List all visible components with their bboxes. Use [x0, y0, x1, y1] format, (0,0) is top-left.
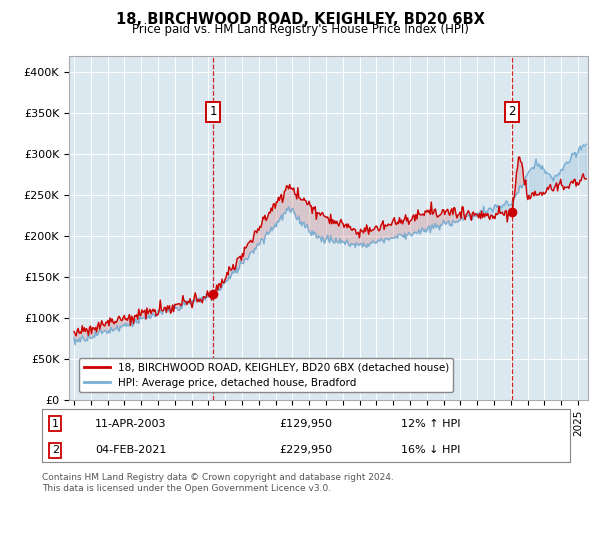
Text: 12% ↑ HPI: 12% ↑ HPI	[401, 419, 461, 429]
Text: 11-APR-2003: 11-APR-2003	[95, 419, 166, 429]
Text: 1: 1	[209, 105, 217, 118]
Text: £129,950: £129,950	[280, 419, 332, 429]
Text: 2: 2	[52, 445, 59, 455]
Legend: 18, BIRCHWOOD ROAD, KEIGHLEY, BD20 6BX (detached house), HPI: Average price, det: 18, BIRCHWOOD ROAD, KEIGHLEY, BD20 6BX (…	[79, 358, 454, 392]
Text: Price paid vs. HM Land Registry's House Price Index (HPI): Price paid vs. HM Land Registry's House …	[131, 23, 469, 36]
Text: 18, BIRCHWOOD ROAD, KEIGHLEY, BD20 6BX: 18, BIRCHWOOD ROAD, KEIGHLEY, BD20 6BX	[116, 12, 484, 27]
Text: £229,950: £229,950	[280, 445, 333, 455]
Text: 04-FEB-2021: 04-FEB-2021	[95, 445, 166, 455]
Text: 2: 2	[508, 105, 516, 118]
Text: 16% ↓ HPI: 16% ↓ HPI	[401, 445, 460, 455]
Text: 1: 1	[52, 419, 59, 429]
Text: Contains HM Land Registry data © Crown copyright and database right 2024.
This d: Contains HM Land Registry data © Crown c…	[42, 473, 394, 493]
